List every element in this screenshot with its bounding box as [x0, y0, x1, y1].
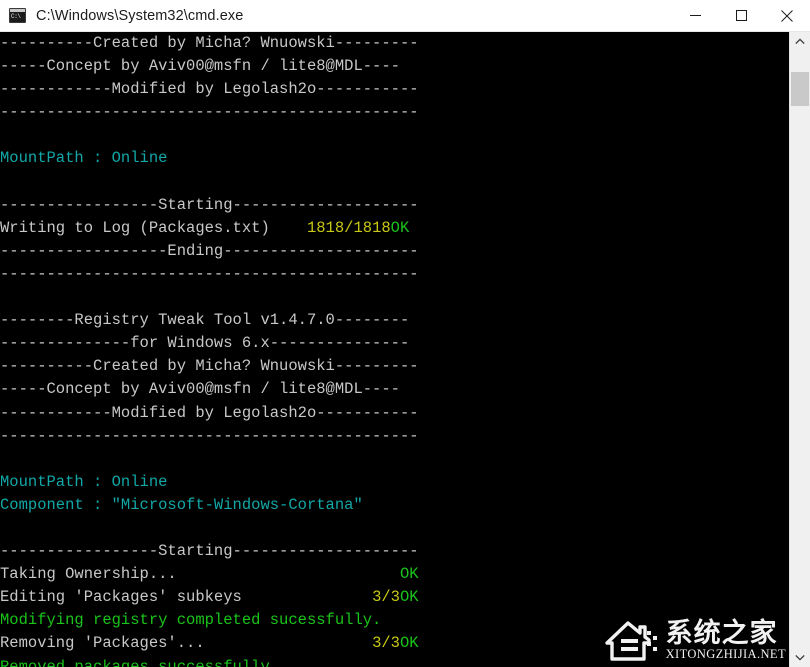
console-line: Modifying registry completed sucessfully…: [0, 609, 789, 632]
console-text-segment: 3/3: [372, 634, 400, 653]
console-line: Removed packages successfully.: [0, 656, 789, 667]
close-button[interactable]: [764, 0, 810, 32]
scroll-up-button[interactable]: [790, 32, 810, 51]
console-text-segment: ----------Created by Micha? Wnuowski----…: [0, 357, 419, 376]
console-text-segment: --------------for Windows 6.x-----------…: [0, 334, 410, 353]
window-controls: [672, 0, 810, 32]
console-text-segment: Taking Ownership...: [0, 565, 400, 584]
console-text-segment: ----------------------------------------…: [0, 103, 419, 122]
console-line: [0, 448, 789, 471]
cmd-icon: [9, 8, 26, 23]
console-line: Editing 'Packages' subkeys 3/3OK: [0, 586, 789, 609]
console-line: ------------------Ending----------------…: [0, 240, 789, 263]
console-text-segment: Modifying registry completed sucessfully…: [0, 611, 382, 630]
minimize-button[interactable]: [672, 0, 718, 32]
console-text-segment: ----------------------------------------…: [0, 264, 419, 283]
console-line: MountPath : Online: [0, 471, 789, 494]
console-text-segment: ----------Created by Micha? Wnuowski----…: [0, 34, 419, 52]
console-line: Writing to Log (Packages.txt) 1818/1818O…: [0, 217, 789, 240]
console-text-segment: OK: [399, 588, 419, 607]
console-text-segment: ------------Modified by Legolash2o------…: [0, 80, 419, 99]
maximize-button[interactable]: [718, 0, 764, 32]
console-text-segment: -----Concept by Aviv00@msfn / lite8@MDL-…: [0, 380, 400, 399]
console-line: ----------------------------------------…: [0, 263, 789, 286]
console-text-segment: MountPath : Online: [0, 149, 168, 168]
console-text-segment: Removed packages successfully.: [0, 657, 280, 667]
console-line: ----------Created by Micha? Wnuowski----…: [0, 355, 789, 378]
console-line: -----Concept by Aviv00@msfn / lite8@MDL-…: [0, 55, 789, 78]
title-bar-left: C:\Windows\System32\cmd.exe: [0, 8, 672, 24]
console-line: [0, 124, 789, 147]
console-text-segment: OK: [399, 565, 419, 584]
console-line: ------------Modified by Legolash2o------…: [0, 78, 789, 101]
console-text-segment: OK: [390, 218, 410, 237]
title-bar[interactable]: C:\Windows\System32\cmd.exe: [0, 0, 810, 32]
console-line: --------Registry Tweak Tool v1.4.7.0----…: [0, 309, 789, 332]
console-lines: ----------Created by Micha? Wnuowski----…: [0, 32, 789, 667]
console-text-segment: -----Concept by Aviv00@msfn / lite8@MDL-…: [0, 57, 400, 76]
console-line: [0, 171, 789, 194]
console-text-segment: 1818/1818: [306, 218, 391, 237]
scrollbar-thumb[interactable]: [791, 72, 809, 106]
scroll-down-button[interactable]: [790, 648, 810, 667]
console-line: ----------------------------------------…: [0, 101, 789, 124]
console-text-segment: OK: [399, 634, 419, 653]
console-text-segment: -----------------Starting---------------…: [0, 195, 419, 214]
console-line: ----------------------------------------…: [0, 425, 789, 448]
console-line: [0, 517, 789, 540]
scrollbar-track[interactable]: [790, 51, 810, 648]
console-line: Component : "Microsoft-Windows-Cortana": [0, 494, 789, 517]
console-text-segment: Component : "Microsoft-Windows-Cortana": [0, 495, 363, 514]
console-text-segment: -----------------Starting---------------…: [0, 542, 419, 561]
console-line: MountPath : Online: [0, 147, 789, 170]
console-line: -----------------Starting---------------…: [0, 194, 789, 217]
console-line: Removing 'Packages'... 3/3OK: [0, 632, 789, 655]
console-text-segment: Writing to Log (Packages.txt): [0, 218, 307, 237]
console-text-segment: --------Registry Tweak Tool v1.4.7.0----…: [0, 311, 410, 330]
console-line: ------------Modified by Legolash2o------…: [0, 402, 789, 425]
console-text-segment: ----------------------------------------…: [0, 426, 419, 445]
console-text-segment: ------------------Ending----------------…: [0, 241, 419, 260]
console-text-segment: 3/3: [372, 588, 400, 607]
vertical-scrollbar[interactable]: [789, 32, 810, 667]
console-text-segment: MountPath : Online: [0, 472, 168, 491]
console-line: ----------Created by Micha? Wnuowski----…: [0, 32, 789, 55]
console-text-segment: ------------Modified by Legolash2o------…: [0, 403, 419, 422]
console-line: --------------for Windows 6.x-----------…: [0, 332, 789, 355]
console-text-segment: Removing 'Packages'...: [0, 634, 373, 653]
console-line: -----------------Starting---------------…: [0, 540, 789, 563]
console-output-area[interactable]: ----------Created by Micha? Wnuowski----…: [0, 32, 789, 667]
window-title: C:\Windows\System32\cmd.exe: [36, 7, 244, 24]
console-text-segment: Editing 'Packages' subkeys: [0, 588, 373, 607]
console-line: [0, 286, 789, 309]
console-line: Taking Ownership... OK: [0, 563, 789, 586]
console-line: -----Concept by Aviv00@msfn / lite8@MDL-…: [0, 378, 789, 401]
